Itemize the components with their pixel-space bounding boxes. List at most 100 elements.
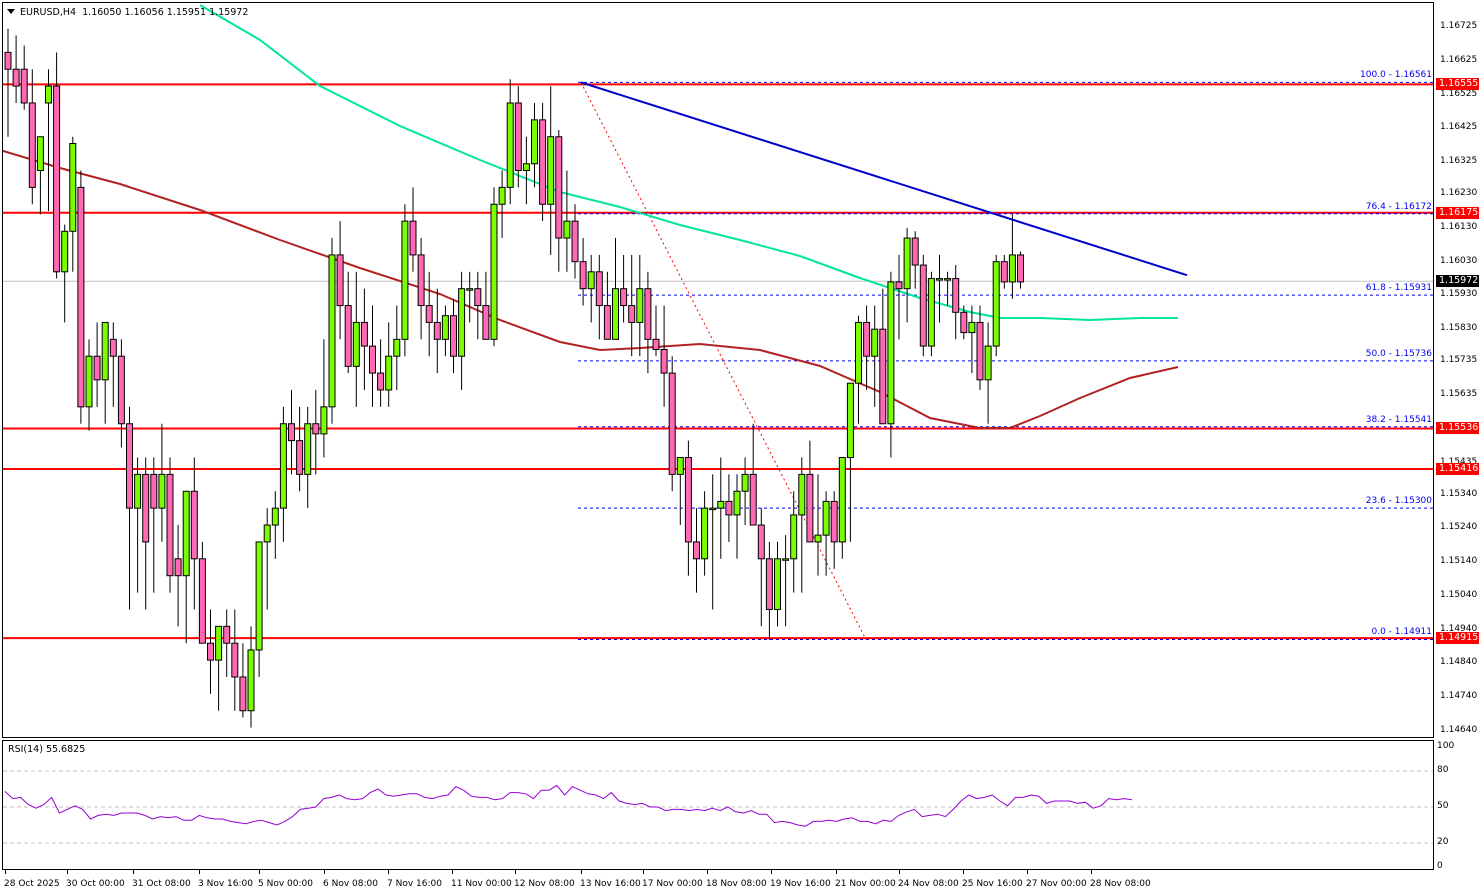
dropdown-triangle-icon[interactable] xyxy=(7,9,15,14)
candle[interactable] xyxy=(628,254,636,357)
candle[interactable] xyxy=(652,305,660,357)
candle[interactable] xyxy=(571,204,579,279)
candle[interactable] xyxy=(369,305,376,407)
candle[interactable] xyxy=(425,271,433,357)
candle[interactable] xyxy=(531,102,538,188)
candle[interactable] xyxy=(782,535,790,627)
candle[interactable] xyxy=(984,322,992,424)
candle[interactable] xyxy=(871,305,879,407)
candle[interactable] xyxy=(190,457,198,610)
candle[interactable] xyxy=(1017,251,1024,289)
candle[interactable] xyxy=(85,339,93,431)
candle[interactable] xyxy=(158,423,166,542)
candle[interactable] xyxy=(401,204,409,357)
candle[interactable] xyxy=(676,457,684,526)
candle[interactable] xyxy=(328,238,336,424)
candle[interactable] xyxy=(450,298,457,374)
candle[interactable] xyxy=(806,440,814,543)
candle[interactable] xyxy=(320,339,328,458)
candle[interactable] xyxy=(142,457,150,610)
candle[interactable] xyxy=(117,339,125,448)
candle[interactable] xyxy=(701,491,709,576)
candle[interactable] xyxy=(514,86,522,188)
candle[interactable] xyxy=(134,457,142,593)
candle[interactable] xyxy=(263,508,271,610)
candle[interactable] xyxy=(774,541,781,627)
fibonacci-diagonal[interactable] xyxy=(580,82,867,640)
candle[interactable] xyxy=(814,474,822,576)
candle[interactable] xyxy=(822,491,830,576)
candle[interactable] xyxy=(693,508,700,593)
candle[interactable] xyxy=(717,457,725,559)
candle[interactable] xyxy=(936,254,943,323)
candle[interactable] xyxy=(919,254,927,357)
candle[interactable] xyxy=(490,187,498,347)
candle[interactable] xyxy=(417,238,425,340)
candle[interactable] xyxy=(757,508,765,627)
candle[interactable] xyxy=(879,288,887,425)
candle[interactable] xyxy=(101,321,109,424)
candle[interactable] xyxy=(660,305,668,407)
candle[interactable] xyxy=(385,322,393,407)
candle[interactable] xyxy=(279,406,287,542)
candle[interactable] xyxy=(166,457,174,593)
candle[interactable] xyxy=(271,491,279,559)
candle[interactable] xyxy=(522,136,530,205)
candle[interactable] xyxy=(77,170,85,424)
candle[interactable] xyxy=(612,238,619,340)
candle[interactable] xyxy=(409,187,417,272)
candle[interactable] xyxy=(150,457,158,593)
candle[interactable] xyxy=(1000,254,1008,289)
candle[interactable] xyxy=(28,69,36,205)
candle[interactable] xyxy=(644,271,652,374)
candle[interactable] xyxy=(231,609,239,711)
candle[interactable] xyxy=(684,440,692,576)
candle[interactable] xyxy=(377,339,385,407)
candle[interactable] xyxy=(506,79,514,205)
candle[interactable] xyxy=(36,136,44,215)
candle[interactable] xyxy=(458,271,466,390)
candle[interactable] xyxy=(968,305,976,374)
candle[interactable] xyxy=(304,406,312,509)
candle[interactable] xyxy=(182,490,190,644)
candle[interactable] xyxy=(887,271,895,458)
candle[interactable] xyxy=(360,288,368,390)
candle[interactable] xyxy=(288,389,295,475)
candle[interactable] xyxy=(952,265,960,340)
candle[interactable] xyxy=(620,254,628,323)
candle[interactable] xyxy=(93,322,101,407)
candle[interactable] xyxy=(466,271,474,323)
candle[interactable] xyxy=(830,491,838,569)
candle[interactable] xyxy=(482,271,490,340)
candle[interactable] xyxy=(61,224,69,323)
candle[interactable] xyxy=(798,457,806,593)
candle[interactable] xyxy=(668,356,676,492)
candle[interactable] xyxy=(992,254,1000,357)
candle[interactable] xyxy=(20,45,28,110)
candle[interactable] xyxy=(749,423,757,526)
candle[interactable] xyxy=(563,170,571,272)
candle[interactable] xyxy=(855,315,862,424)
candle[interactable] xyxy=(296,406,304,492)
candle[interactable] xyxy=(838,457,846,559)
candle[interactable] xyxy=(579,238,587,306)
candle[interactable] xyxy=(344,271,352,374)
rsi-pane[interactable]: RSI(14) 55.6825 xyxy=(2,740,1434,870)
candle[interactable] xyxy=(441,305,449,357)
candle[interactable] xyxy=(12,35,20,103)
candle[interactable] xyxy=(223,609,231,677)
candle[interactable] xyxy=(474,271,482,340)
candle[interactable] xyxy=(944,271,952,306)
candle[interactable] xyxy=(587,254,595,323)
candle[interactable] xyxy=(741,457,749,526)
candle[interactable] xyxy=(846,382,854,542)
candle[interactable] xyxy=(895,254,903,340)
candle[interactable] xyxy=(903,227,911,323)
candle[interactable] xyxy=(733,474,741,559)
candle[interactable] xyxy=(239,643,247,718)
candle[interactable] xyxy=(126,406,133,610)
candle[interactable] xyxy=(498,170,506,239)
candle[interactable] xyxy=(255,541,263,677)
candle[interactable] xyxy=(69,136,77,272)
candle[interactable] xyxy=(109,322,117,407)
